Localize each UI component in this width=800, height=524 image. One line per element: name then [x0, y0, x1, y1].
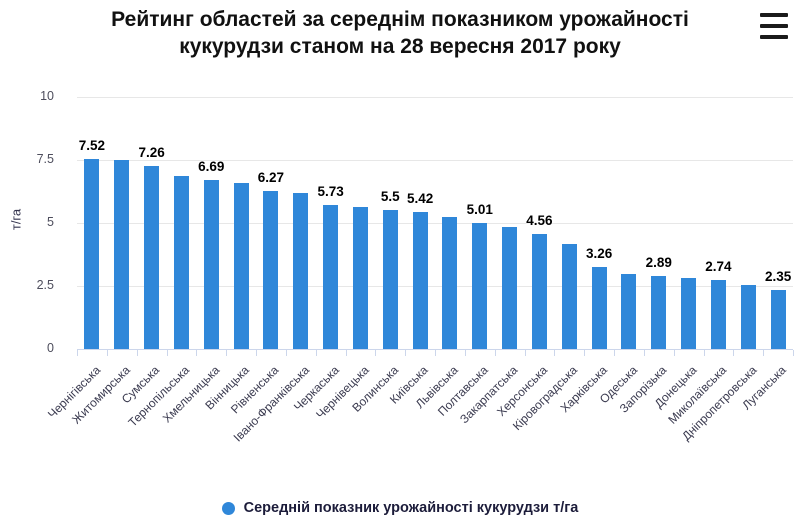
x-tick-mark — [763, 350, 765, 356]
x-tick-mark — [196, 350, 198, 356]
x-tick-mark — [405, 350, 407, 356]
gridline — [77, 160, 793, 161]
bar-Сумська[interactable] — [144, 166, 160, 349]
x-tick-mark — [464, 350, 466, 356]
x-tick-mark — [315, 350, 317, 356]
bar-Київська[interactable] — [412, 212, 428, 349]
x-tick-mark — [793, 350, 794, 356]
bar-Закарпатська[interactable] — [502, 227, 518, 349]
y-tick-label: 0 — [47, 341, 54, 355]
hamburger-menu-icon[interactable] — [760, 13, 790, 39]
x-tick-mark — [673, 350, 675, 356]
gridline — [77, 223, 793, 224]
x-tick-mark — [435, 350, 436, 356]
bar-value-label: 5.73 — [317, 183, 344, 199]
bar-Харківська[interactable] — [591, 266, 607, 349]
bar-Донецька[interactable] — [681, 278, 697, 349]
bar-Хмельницька[interactable] — [203, 180, 219, 349]
x-tick-mark — [584, 350, 586, 356]
x-tick-mark — [106, 350, 108, 356]
y-tick-label: 5 — [47, 215, 54, 229]
gridline — [77, 286, 793, 287]
y-tick-label: 10 — [40, 89, 54, 103]
x-tick-mark — [614, 350, 615, 356]
bar-Луганська[interactable] — [770, 289, 786, 349]
bar-Вінницька[interactable] — [233, 182, 249, 349]
bar-value-label: 6.69 — [198, 159, 225, 175]
x-tick-mark — [345, 350, 347, 356]
legend-marker-icon — [221, 501, 235, 515]
bar-Чернігівська[interactable] — [84, 159, 100, 349]
bar-value-label: 2.74 — [705, 258, 732, 274]
bar-Львівська[interactable] — [442, 217, 458, 349]
hamburger-bar — [760, 13, 788, 17]
bar-Чернівецька[interactable] — [352, 207, 368, 349]
x-tick-mark — [524, 350, 526, 356]
x-tick-mark — [166, 350, 168, 356]
x-tick-mark — [643, 350, 645, 356]
bar-value-label: 7.52 — [78, 138, 106, 154]
gridline — [77, 97, 793, 98]
bar-Волинська[interactable] — [382, 210, 398, 349]
x-tick-mark — [494, 350, 496, 356]
bar-Запорізька[interactable] — [651, 276, 667, 349]
legend-item[interactable]: Середній показник урожайності кукурудзи … — [0, 500, 800, 516]
x-tick-mark — [703, 350, 705, 356]
bar-Житомирська[interactable] — [114, 160, 130, 349]
bar-Полтавська[interactable] — [472, 222, 488, 349]
chart-title-line-2: кукурудзи станом на 28 вересня 2017 року — [179, 35, 621, 58]
bar-value-label: 5.01 — [466, 201, 493, 217]
bar-Івано-Франківська[interactable] — [293, 193, 309, 349]
bar-Одеська[interactable] — [621, 273, 637, 349]
bar-Херсонська[interactable] — [531, 234, 547, 349]
x-tick-mark — [733, 350, 735, 356]
hamburger-bar — [760, 24, 788, 28]
bar-value-label: 5.5 — [380, 189, 400, 205]
x-tick-mark — [285, 350, 287, 356]
bar-value-label: 4.56 — [526, 213, 553, 229]
x-tick-mark — [554, 350, 556, 356]
x-axis-line — [77, 349, 793, 350]
bar-Рівненська[interactable] — [263, 190, 279, 349]
x-tick-mark — [256, 350, 257, 356]
chart-title: Рейтинг областей за середнім показником … — [0, 6, 800, 60]
x-tick-mark — [226, 350, 228, 356]
x-tick-mark — [136, 350, 138, 356]
y-tick-label: 2.5 — [36, 278, 54, 292]
x-tick-mark — [375, 350, 377, 356]
chart-title-line-1: Рейтинг областей за середнім показником … — [111, 8, 689, 31]
legend-label: Середній показник урожайності кукурудзи … — [243, 500, 579, 516]
bar-value-label: 6.27 — [257, 169, 285, 185]
bar-Кіровоградська[interactable] — [561, 243, 577, 349]
bar-value-label: 2.35 — [764, 268, 792, 284]
bar-value-label: 7.26 — [138, 145, 165, 161]
bar-Дніпропетровська[interactable] — [740, 285, 756, 349]
bar-value-label: 2.89 — [645, 255, 672, 271]
y-tick-label: 7.5 — [36, 152, 54, 166]
bar-value-label: 3.26 — [585, 245, 613, 261]
bar-value-label: 5.42 — [406, 191, 434, 207]
x-tick-mark — [77, 350, 78, 356]
hamburger-bar — [760, 35, 788, 39]
bar-Миколаївська[interactable] — [710, 279, 726, 349]
bar-Черкаська[interactable] — [323, 204, 339, 349]
bar-Тернопільська[interactable] — [173, 176, 189, 349]
